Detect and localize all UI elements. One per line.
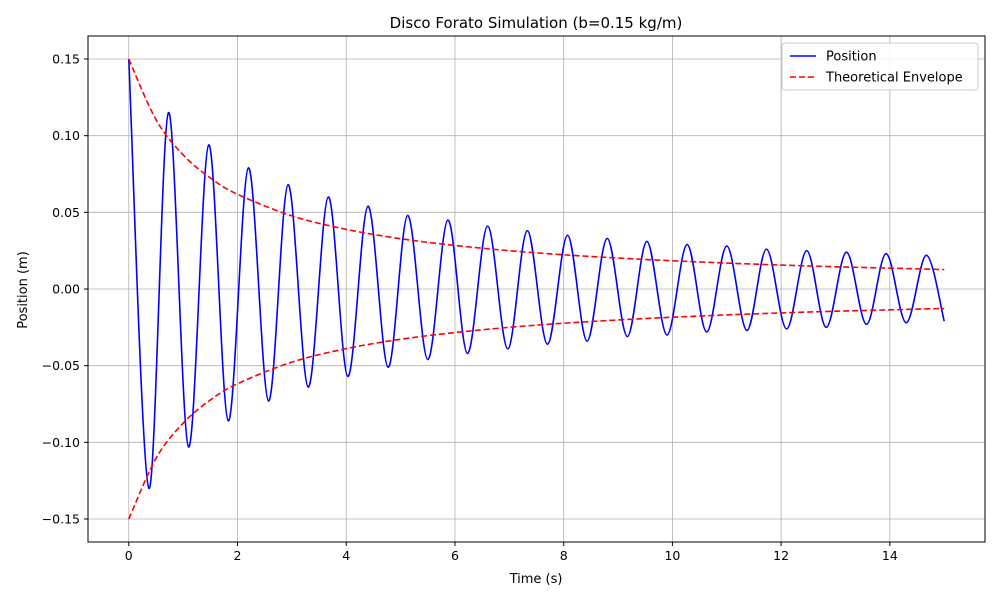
x-tick-label: 12 bbox=[773, 548, 789, 563]
ticks: 0 2 4 6 8 10 12 14 −0.15 −0.10 −0.05 0.00 0.05 0.10 0.… bbox=[42, 52, 898, 564]
y-tick-label: 0.15 bbox=[52, 52, 80, 67]
x-tick-label: 8 bbox=[560, 548, 568, 563]
envelope-line-1 bbox=[128, 58, 945, 271]
y-tick-label: −0.15 bbox=[42, 512, 80, 527]
x-tick-label: 0 bbox=[125, 548, 133, 563]
y-tick-label: 0.05 bbox=[52, 205, 80, 220]
x-axis-label: Time (s) bbox=[509, 572, 563, 587]
y-tick-label: 0.00 bbox=[52, 282, 80, 297]
x-tick-label: 14 bbox=[882, 548, 898, 563]
x-tick-label: 10 bbox=[664, 548, 680, 563]
grid bbox=[88, 36, 985, 542]
chart-title: Disco Forato Simulation (b=0.15 kg/m) bbox=[390, 14, 683, 32]
x-tick-label: 6 bbox=[451, 548, 459, 563]
envelope-line-2 bbox=[128, 307, 945, 520]
series-layer bbox=[127, 58, 946, 520]
position-line bbox=[127, 58, 946, 490]
y-tick-label: −0.05 bbox=[42, 358, 80, 373]
y-tick-label: 0.10 bbox=[52, 128, 80, 143]
legend-label: Position bbox=[826, 50, 877, 65]
x-tick-label: 2 bbox=[234, 548, 242, 563]
y-tick-label: −0.10 bbox=[42, 435, 80, 450]
x-tick-label: 4 bbox=[342, 548, 350, 563]
legend-label: Theoretical Envelope bbox=[825, 71, 963, 86]
legend-box bbox=[781, 42, 979, 91]
y-axis-label: Position (m) bbox=[16, 251, 31, 329]
legend: Position Theoretical Envelope bbox=[781, 42, 979, 91]
